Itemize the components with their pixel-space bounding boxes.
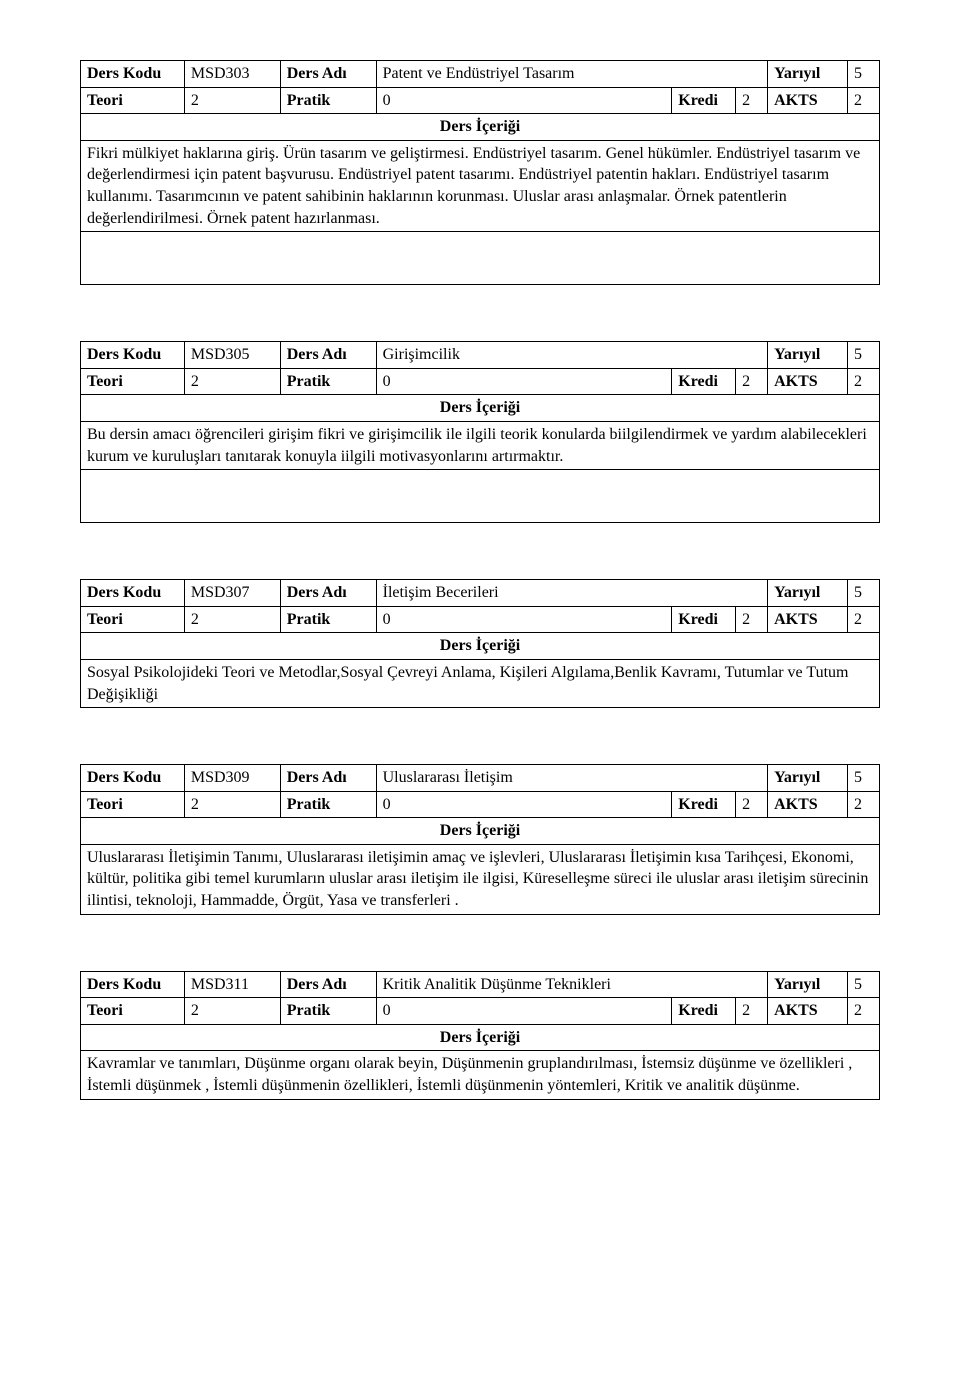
value-credit: 2 [736, 791, 768, 818]
label-ders-icerigi: Ders İçeriği [81, 1024, 880, 1051]
value-semester: 5 [848, 342, 880, 369]
value-akts: 2 [848, 791, 880, 818]
value-credit: 2 [736, 87, 768, 114]
label-pratik: Pratik [280, 368, 376, 395]
label-ders-kodu: Ders Kodu [81, 580, 185, 607]
course-block: Ders KoduMSD305Ders AdıGirişimcilikYarıy… [80, 341, 880, 523]
label-akts: AKTS [768, 87, 848, 114]
label-ders-kodu: Ders Kodu [81, 342, 185, 369]
value-credit: 2 [736, 998, 768, 1025]
value-content: Bu dersin amacı öğrencileri girişim fikr… [81, 421, 880, 469]
label-kredi: Kredi [672, 368, 736, 395]
label-teori: Teori [81, 368, 185, 395]
label-ders-adi: Ders Adı [280, 61, 376, 88]
label-pratik: Pratik [280, 791, 376, 818]
blank-row [81, 232, 880, 285]
label-yariyil: Yarıyıl [768, 61, 848, 88]
value-theory: 2 [184, 791, 280, 818]
course-table: Ders KoduMSD305Ders AdıGirişimcilikYarıy… [80, 341, 880, 523]
value-name: Patent ve Endüstriyel Tasarım [376, 61, 768, 88]
label-teori: Teori [81, 606, 185, 633]
value-akts: 2 [848, 606, 880, 633]
label-ders-adi: Ders Adı [280, 342, 376, 369]
value-akts: 2 [848, 87, 880, 114]
value-content: Kavramlar ve tanımları, Düşünme organı o… [81, 1051, 880, 1099]
label-ders-kodu: Ders Kodu [81, 971, 185, 998]
value-code: MSD307 [184, 580, 280, 607]
course-block: Ders KoduMSD311Ders AdıKritik Analitik D… [80, 971, 880, 1100]
value-semester: 5 [848, 61, 880, 88]
value-theory: 2 [184, 87, 280, 114]
value-akts: 2 [848, 998, 880, 1025]
value-content: Sosyal Psikolojideki Teori ve Metodlar,S… [81, 659, 880, 707]
value-code: MSD309 [184, 765, 280, 792]
value-credit: 2 [736, 368, 768, 395]
value-content: Uluslararası İletişimin Tanımı, Uluslara… [81, 844, 880, 914]
course-table: Ders KoduMSD311Ders AdıKritik Analitik D… [80, 971, 880, 1100]
label-yariyil: Yarıyıl [768, 342, 848, 369]
value-practice: 0 [376, 998, 672, 1025]
value-name: Uluslararası İletişim [376, 765, 768, 792]
value-practice: 0 [376, 791, 672, 818]
label-akts: AKTS [768, 368, 848, 395]
label-akts: AKTS [768, 791, 848, 818]
label-ders-adi: Ders Adı [280, 971, 376, 998]
label-kredi: Kredi [672, 606, 736, 633]
label-teori: Teori [81, 87, 185, 114]
label-ders-icerigi: Ders İçeriği [81, 818, 880, 845]
course-block: Ders KoduMSD303Ders AdıPatent ve Endüstr… [80, 60, 880, 285]
label-kredi: Kredi [672, 791, 736, 818]
value-semester: 5 [848, 971, 880, 998]
label-ders-kodu: Ders Kodu [81, 61, 185, 88]
label-teori: Teori [81, 791, 185, 818]
label-pratik: Pratik [280, 606, 376, 633]
label-pratik: Pratik [280, 998, 376, 1025]
label-akts: AKTS [768, 606, 848, 633]
label-ders-kodu: Ders Kodu [81, 765, 185, 792]
label-ders-adi: Ders Adı [280, 765, 376, 792]
label-ders-icerigi: Ders İçeriği [81, 633, 880, 660]
value-code: MSD311 [184, 971, 280, 998]
label-ders-icerigi: Ders İçeriği [81, 395, 880, 422]
value-code: MSD303 [184, 61, 280, 88]
label-ders-adi: Ders Adı [280, 580, 376, 607]
value-theory: 2 [184, 998, 280, 1025]
course-block: Ders KoduMSD307Ders Adıİletişim Becerile… [80, 579, 880, 708]
label-pratik: Pratik [280, 87, 376, 114]
value-practice: 0 [376, 606, 672, 633]
label-akts: AKTS [768, 998, 848, 1025]
value-code: MSD305 [184, 342, 280, 369]
value-name: Kritik Analitik Düşünme Teknikleri [376, 971, 768, 998]
value-name: İletişim Becerileri [376, 580, 768, 607]
value-akts: 2 [848, 368, 880, 395]
label-yariyil: Yarıyıl [768, 971, 848, 998]
blank-row [81, 470, 880, 523]
value-theory: 2 [184, 368, 280, 395]
value-content: Fikri mülkiyet haklarına giriş. Ürün tas… [81, 140, 880, 231]
value-practice: 0 [376, 87, 672, 114]
value-theory: 2 [184, 606, 280, 633]
course-block: Ders KoduMSD309Ders AdıUluslararası İlet… [80, 764, 880, 915]
label-yariyil: Yarıyıl [768, 765, 848, 792]
label-kredi: Kredi [672, 87, 736, 114]
value-semester: 5 [848, 580, 880, 607]
value-credit: 2 [736, 606, 768, 633]
label-teori: Teori [81, 998, 185, 1025]
value-name: Girişimcilik [376, 342, 768, 369]
value-semester: 5 [848, 765, 880, 792]
label-yariyil: Yarıyıl [768, 580, 848, 607]
value-practice: 0 [376, 368, 672, 395]
label-ders-icerigi: Ders İçeriği [81, 114, 880, 141]
label-kredi: Kredi [672, 998, 736, 1025]
course-table: Ders KoduMSD303Ders AdıPatent ve Endüstr… [80, 60, 880, 285]
course-table: Ders KoduMSD307Ders Adıİletişim Becerile… [80, 579, 880, 708]
course-table: Ders KoduMSD309Ders AdıUluslararası İlet… [80, 764, 880, 915]
